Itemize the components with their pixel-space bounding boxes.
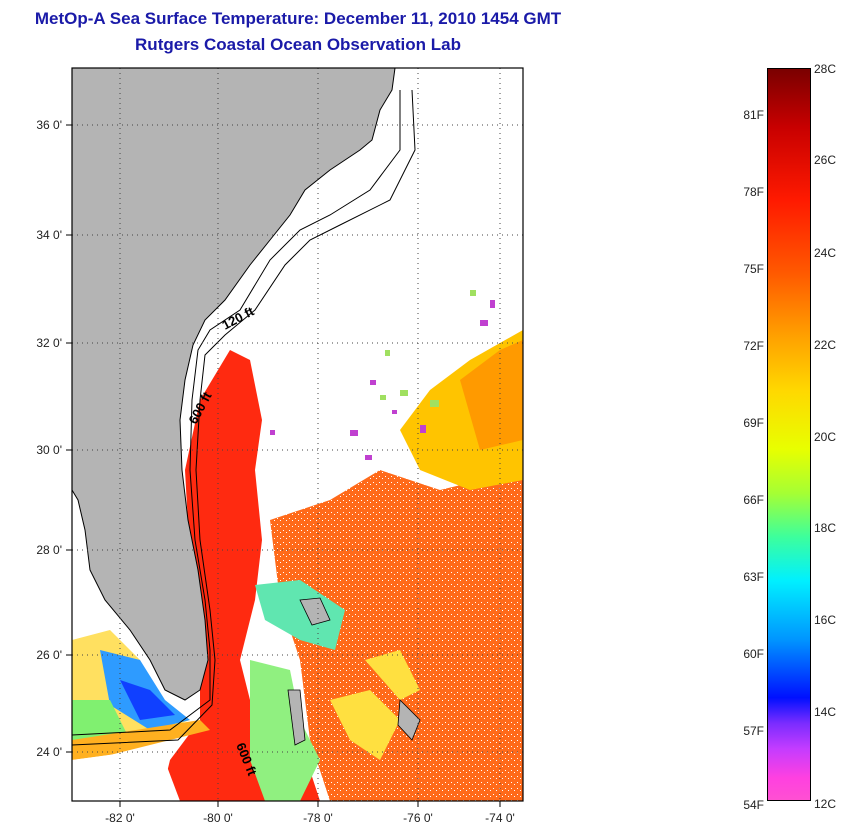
colorbar-f-label: 63F (743, 570, 764, 584)
lat-label: 34 0' (36, 228, 62, 242)
lon-label: -82 0' (105, 811, 135, 825)
warm-ocean-region (270, 470, 523, 801)
bahamas-shallow-2 (250, 660, 320, 801)
colorbar-c-label: 12C (814, 797, 837, 811)
colorbar-c-label: 24C (814, 246, 837, 260)
colorbar-c-label: 22C (814, 338, 837, 352)
isobath-600ft (72, 89, 416, 746)
colorbar-f-label: 81F (743, 108, 764, 122)
colorbar-f-label: 57F (743, 724, 764, 738)
colorbar-f-label: 78F (743, 185, 764, 199)
lat-label: 24 0' (36, 745, 62, 759)
colorbar-f-label: 69F (743, 416, 764, 430)
map-subtitle: Rutgers Coastal Ocean Observation Lab (135, 35, 461, 54)
lat-label: 36 0' (36, 118, 62, 132)
colorbar-f-label: 54F (743, 798, 764, 812)
colorbar-c-label: 18C (814, 521, 837, 535)
colorbar-c-label: 28C (814, 62, 837, 76)
colorbar-c-label: 14C (814, 705, 837, 719)
colorbar-f-label: 60F (743, 647, 764, 661)
lat-label: 32 0' (36, 336, 62, 350)
temperature-colorbar (767, 68, 811, 801)
lat-label: 28 0' (36, 543, 62, 557)
lat-label: 30 0' (36, 443, 62, 457)
bahamas-island-2 (299, 597, 331, 626)
lon-label: -76 0' (403, 811, 433, 825)
lon-label: -74 0' (485, 811, 515, 825)
lon-label: -78 0' (303, 811, 333, 825)
colorbar-f-label: 75F (743, 262, 764, 276)
colorbar-c-label: 26C (814, 153, 837, 167)
colorbar-f-label: 72F (743, 339, 764, 353)
colorbar-f-label: 66F (743, 493, 764, 507)
lon-label: -80 0' (203, 811, 233, 825)
colorbar-c-label: 20C (814, 430, 837, 444)
lat-label: 26 0' (36, 648, 62, 662)
land-mass (72, 68, 396, 701)
isobath-120ft (72, 90, 401, 736)
bahamas-shallow-1 (255, 580, 345, 650)
colorbar-c-label: 16C (814, 613, 837, 627)
map-title: MetOp-A Sea Surface Temperature: Decembe… (34, 9, 562, 28)
bahamas-island-1 (287, 689, 306, 746)
